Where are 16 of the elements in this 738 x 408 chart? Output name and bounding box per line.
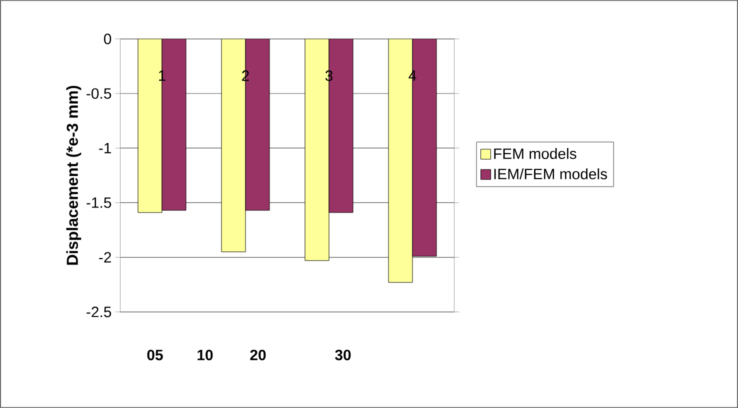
y-tick-label: -1 — [99, 142, 111, 154]
y-tick-label: -2 — [99, 252, 111, 263]
y-axis-title: Displacement (*e-3 mm) — [66, 86, 82, 265]
y-tick-label: -1.5 — [86, 197, 112, 208]
y-tick-label: 0 — [104, 34, 112, 44]
text: 10 — [198, 350, 213, 360]
y-tick-label: -2.5 — [86, 306, 112, 318]
x-tick-label: 2 — [242, 70, 249, 81]
x-tick-label: 3 — [325, 70, 332, 81]
legend-label: FEM models — [494, 148, 576, 159]
text: 20 — [250, 350, 266, 360]
text: 05 — [147, 350, 163, 360]
text: 30 — [335, 350, 351, 360]
x-tick-label: 4 — [408, 70, 416, 81]
y-tick-label: -0.5 — [86, 88, 112, 99]
legend-label: IEM/FEM models — [494, 168, 608, 180]
